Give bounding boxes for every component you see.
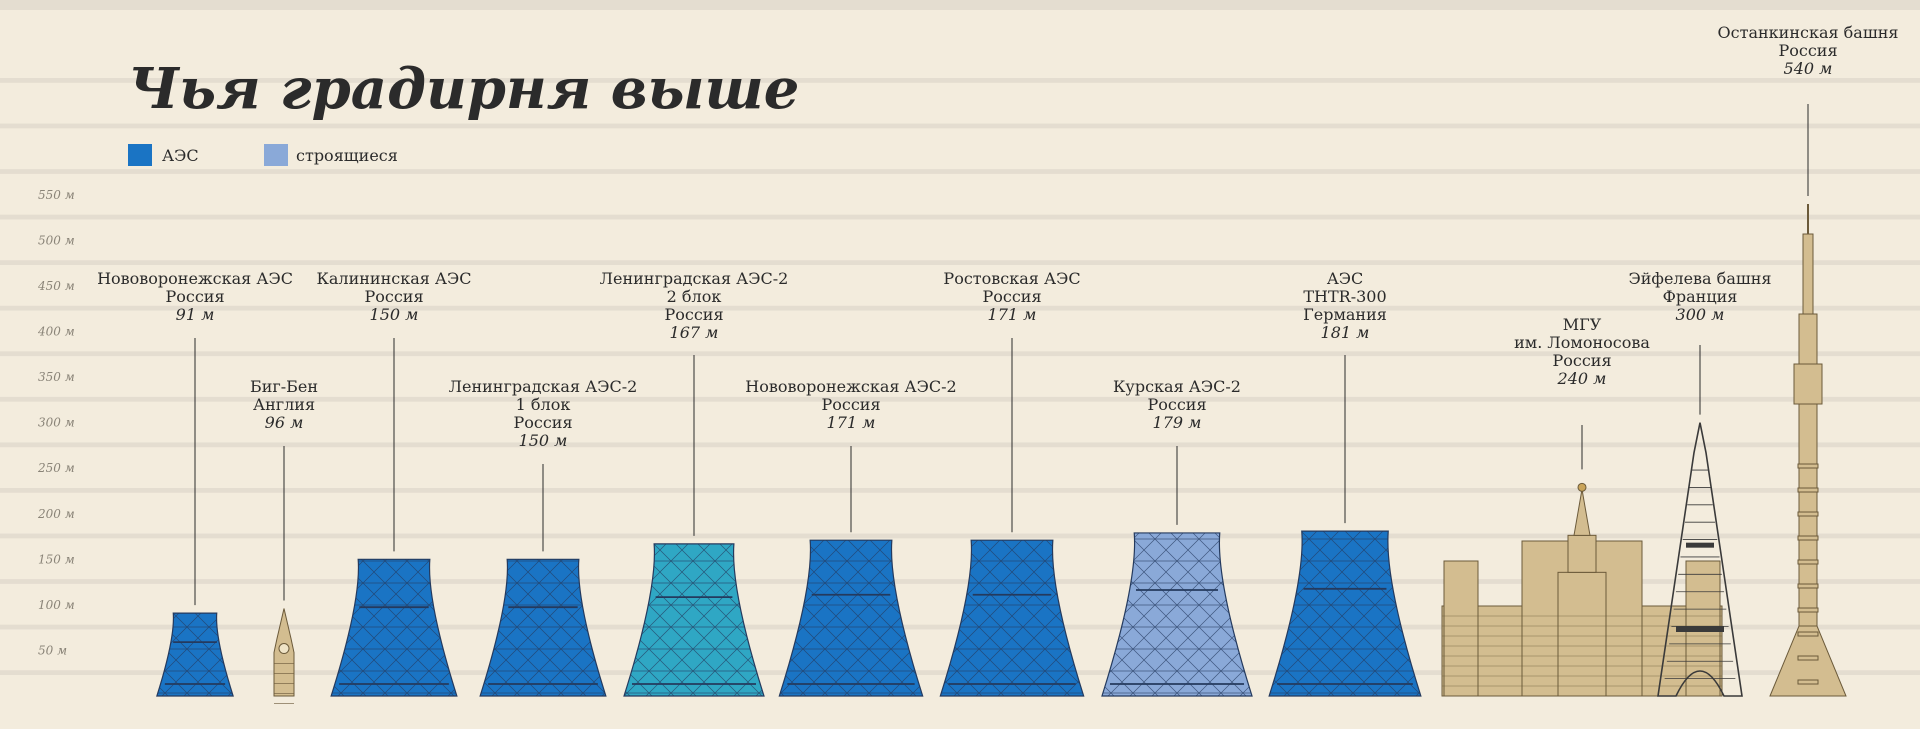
- legend: АЭС строящиеся: [128, 144, 398, 166]
- y-tick-label: 450 м: [37, 279, 75, 293]
- y-axis: 50 м 100 м 150 м 200 м 250 м 300 м 350 м 400 м 4…: [37, 188, 75, 658]
- tower-bar-8: [1268, 530, 1422, 697]
- stripe: [0, 260, 1920, 266]
- eiffel-tower-mark: [1657, 422, 1743, 697]
- item-name-label: Россия: [1552, 351, 1611, 370]
- height-label: 171 м: [827, 413, 876, 432]
- tower-bar-2: [330, 558, 458, 697]
- y-tick-label: 300 м: [38, 416, 75, 430]
- height-label: 179 м: [1153, 413, 1202, 432]
- tower-bar-7: [1101, 532, 1253, 697]
- y-tick-label: 350 м: [38, 370, 75, 384]
- tower-bar-0: [156, 612, 234, 697]
- y-tick-label: 100 м: [38, 598, 75, 612]
- height-label: 167 м: [670, 323, 719, 342]
- height-label: 240 м: [1557, 369, 1607, 388]
- stripe: [0, 305, 1920, 311]
- stripe: [0, 579, 1920, 584]
- item-name-label: Англия: [253, 395, 315, 414]
- y-tick-label: 200 м: [37, 507, 75, 521]
- stripe: [0, 123, 1920, 129]
- y-tick-label: 50 м: [38, 643, 67, 657]
- height-label: 91 м: [176, 305, 215, 324]
- stripe: [0, 488, 1920, 493]
- ostankino-tower-mark: [1769, 204, 1847, 697]
- item-name-label: Россия: [165, 287, 224, 306]
- chart-title: Чья градирня выше: [128, 56, 799, 122]
- stripe: [0, 78, 1920, 83]
- tower-bar-4: [623, 543, 765, 697]
- item-name-label: 1 блок: [516, 395, 571, 414]
- item-name-label: Франция: [1663, 287, 1738, 306]
- stripe: [0, 533, 1920, 539]
- item-name-label: Курская АЭС-2: [1113, 377, 1241, 396]
- height-label: 150 м: [370, 305, 419, 324]
- legend-swatch-construction: [264, 144, 288, 166]
- item-name-label: Калининская АЭС: [316, 269, 471, 288]
- height-label: 300 м: [1676, 305, 1725, 324]
- item-name-label: Ленинградская АЭС-2: [449, 377, 638, 396]
- item-name-label: им. Ломоносова: [1514, 333, 1650, 352]
- item-name-label: Ростовская АЭС: [943, 269, 1080, 288]
- item-name-label: Россия: [364, 287, 423, 306]
- item-name-label: Эйфелева башня: [1629, 269, 1772, 288]
- height-label: 150 м: [519, 431, 568, 450]
- item-name-label: Россия: [821, 395, 880, 414]
- item-name-label: Германия: [1303, 305, 1387, 324]
- big-ben-mark: [273, 608, 295, 704]
- y-tick-label: 400 м: [37, 325, 75, 339]
- stripe: [0, 351, 1920, 357]
- y-tick-label: 500 м: [38, 233, 75, 247]
- item-name-label: Россия: [664, 305, 723, 324]
- tower-bar-3: [479, 558, 607, 697]
- item-name-label: Россия: [513, 413, 572, 432]
- mgu-building-mark: [1441, 482, 1723, 697]
- stripe: [0, 442, 1920, 448]
- stripe: [0, 169, 1920, 174]
- item-name-label: Нововоронежская АЭС: [97, 269, 293, 288]
- stripe: [0, 214, 1920, 220]
- legend-label-npp: АЭС: [162, 146, 199, 165]
- item-name-label: Нововоронежская АЭС-2: [745, 377, 956, 396]
- item-name-label: Останкинская башня: [1718, 23, 1899, 42]
- legend-swatch-npp: [128, 144, 152, 166]
- height-label: 96 м: [265, 413, 304, 432]
- item-name-label: 2 блок: [667, 287, 722, 306]
- stripe: [0, 396, 1920, 402]
- item-name-label: АЭС: [1327, 269, 1364, 288]
- item-name-label: Биг-Бен: [250, 377, 318, 396]
- chart-marks: [156, 204, 1847, 704]
- y-tick-label: 550 м: [38, 188, 75, 202]
- tower-bar-5: [778, 539, 924, 697]
- item-name-label: THTR-300: [1303, 287, 1386, 306]
- legend-label-construction: строящиеся: [296, 146, 398, 165]
- height-label: 181 м: [1321, 323, 1370, 342]
- height-label: 540 м: [1784, 59, 1833, 78]
- item-name-label: МГУ: [1563, 315, 1602, 334]
- item-name-label: Россия: [1147, 395, 1206, 414]
- tower-bar-6: [939, 539, 1085, 697]
- y-tick-label: 250 м: [37, 461, 75, 475]
- item-name-label: Ленинградская АЭС-2: [600, 269, 789, 288]
- height-label: 171 м: [988, 305, 1037, 324]
- item-name-label: Россия: [982, 287, 1041, 306]
- y-tick-label: 150 м: [38, 552, 75, 566]
- item-name-label: Россия: [1778, 41, 1837, 60]
